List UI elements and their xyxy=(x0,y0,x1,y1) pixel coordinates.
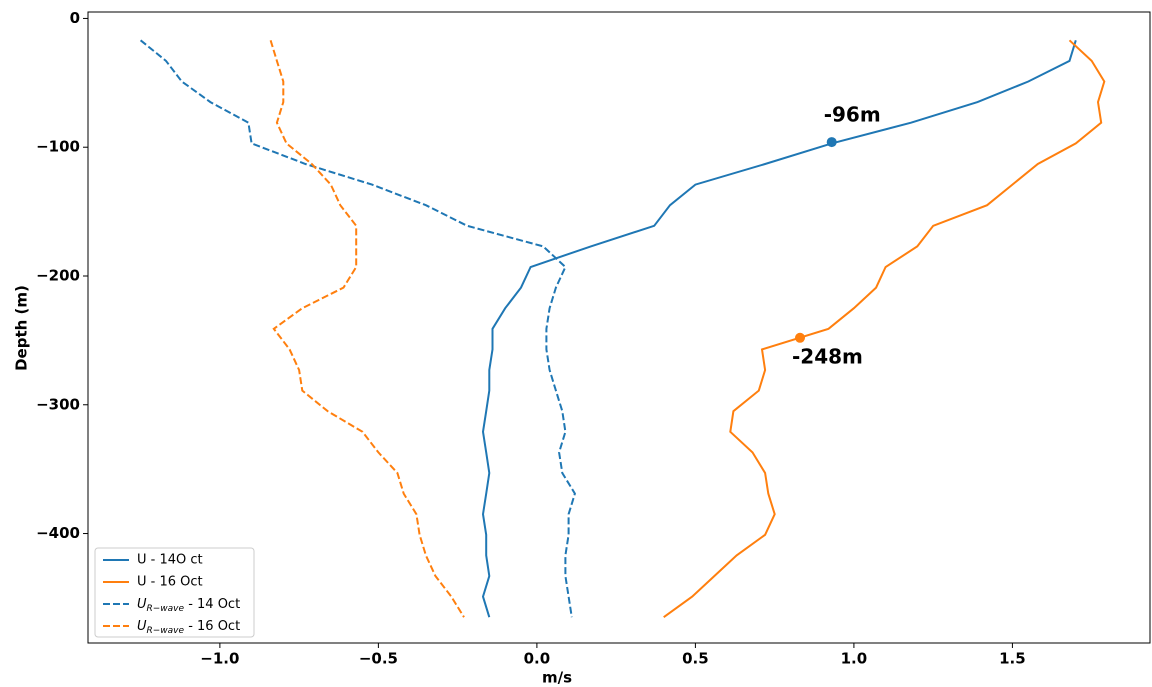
plot-frame xyxy=(87,11,1151,644)
data-line xyxy=(139,39,576,618)
annotation-label: -248m xyxy=(792,344,863,368)
legend-label: UR−wave - 16 Oct xyxy=(137,619,240,636)
y-tick-label: −200 xyxy=(36,266,80,284)
x-tick-label: 0.0 xyxy=(524,650,551,668)
y-tick-label: −300 xyxy=(36,395,80,413)
y-tick-label: −100 xyxy=(36,138,80,156)
legend-label: U - 16 Oct xyxy=(137,575,203,590)
annotation-marker xyxy=(826,137,837,148)
legend-label: UR−wave - 14 Oct xyxy=(137,597,240,614)
annotation-marker xyxy=(795,332,806,343)
annotation-label: -96m xyxy=(824,103,881,127)
y-axis-label: Depth (m) xyxy=(13,285,31,371)
y-tick-label: 0 xyxy=(70,9,80,27)
legend-box xyxy=(94,547,255,638)
legend-label: U - 14O ct xyxy=(137,553,203,568)
x-axis-label: m/s xyxy=(542,669,572,687)
data-line xyxy=(269,40,465,618)
y-tick-label: −400 xyxy=(36,524,80,542)
x-tick-label: 0.5 xyxy=(682,650,709,668)
x-tick-label: 1.0 xyxy=(841,650,868,668)
x-tick-label: 1.5 xyxy=(999,650,1026,668)
data-line xyxy=(481,40,1077,618)
x-tick-label: −1.0 xyxy=(200,650,239,668)
x-tick-label: −0.5 xyxy=(359,650,398,668)
data-line xyxy=(663,39,1106,619)
